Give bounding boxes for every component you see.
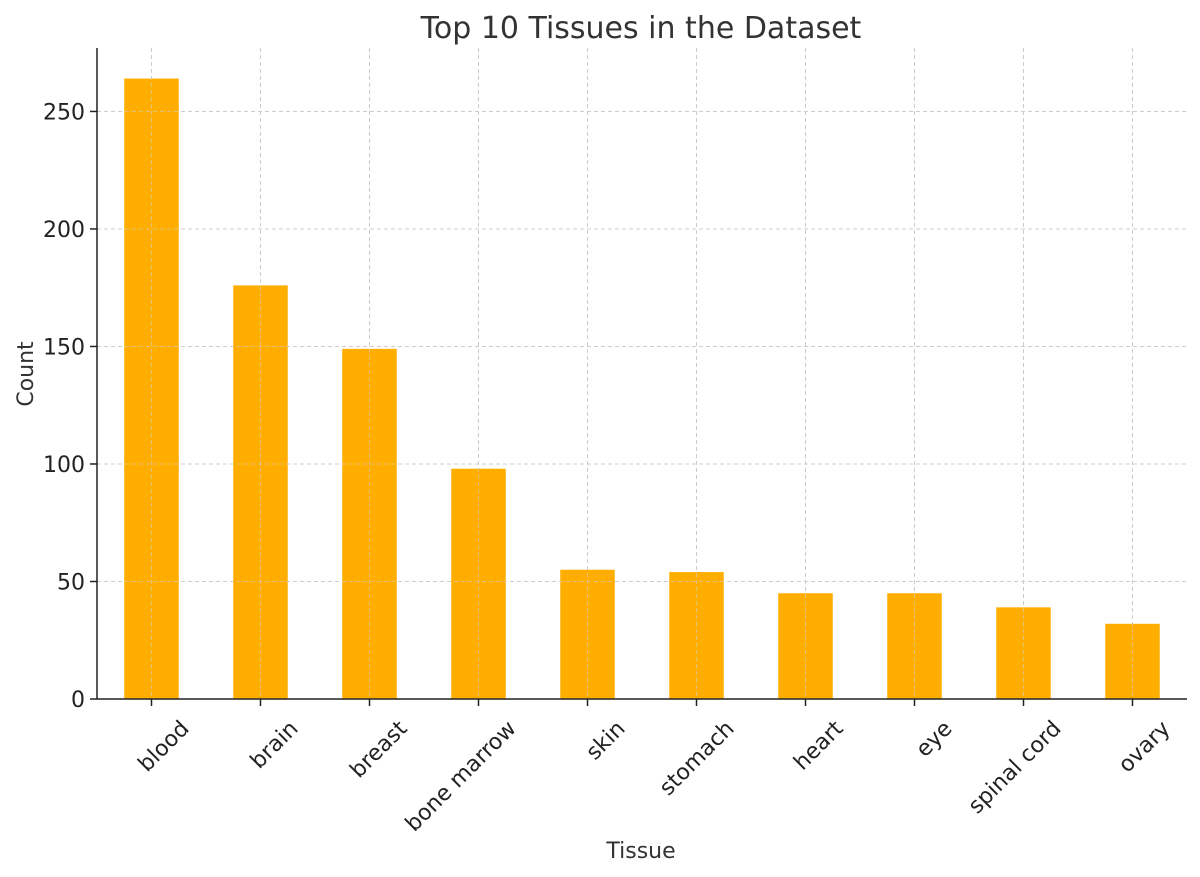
x-tick-label: brain [246, 716, 304, 774]
x-tick-label: ovary [1114, 716, 1176, 778]
chart-title: Top 10 Tissues in the Dataset [420, 11, 862, 46]
y-tick-label: 50 [57, 570, 85, 595]
bar-blood [124, 78, 179, 699]
y-tick-label: 100 [43, 453, 85, 478]
y-tick-label: 200 [43, 218, 85, 243]
x-axis-label: Tissue [605, 839, 675, 864]
bars [124, 78, 1160, 699]
y-ticks: 0 50 100 150 200 250 [43, 100, 97, 713]
y-tick-label: 250 [43, 100, 85, 125]
x-tick-label: stomach [655, 716, 739, 800]
x-tick-label: heart [789, 716, 848, 775]
grid-overlay [97, 48, 1187, 699]
y-tick-label: 150 [43, 335, 85, 360]
bar-skin [560, 569, 615, 699]
axes [96, 48, 1187, 700]
y-axis-label: Count [14, 341, 39, 407]
x-tick-label: bone marrow [401, 716, 522, 837]
x-tick-label: breast [346, 716, 413, 783]
bar-stomach [669, 572, 724, 699]
x-tick-label: eye [911, 716, 957, 762]
x-tick-label: skin [582, 716, 631, 765]
x-tick-label: blood [134, 716, 195, 777]
y-tick-label: 0 [71, 688, 85, 713]
x-tick-label: spinal cord [964, 716, 1067, 819]
